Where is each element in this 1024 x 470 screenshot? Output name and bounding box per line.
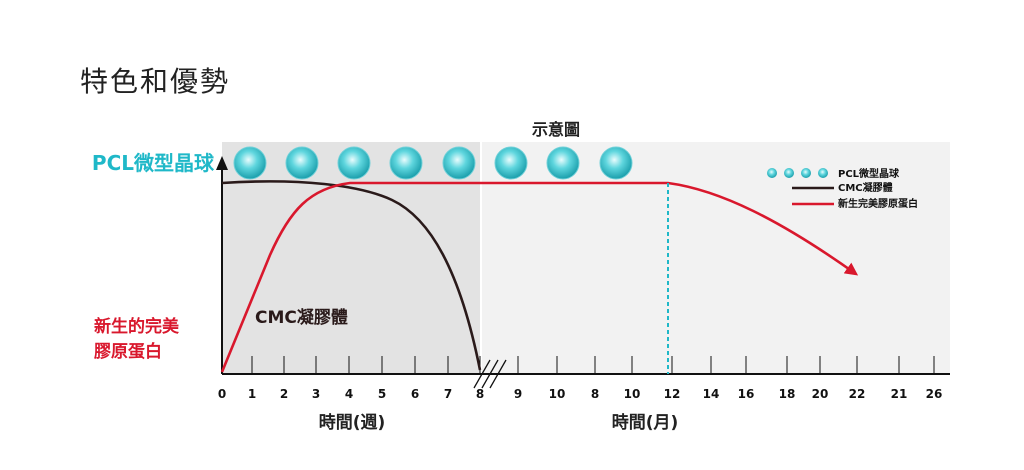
week-tick-label: 2 — [280, 387, 288, 401]
pcl-microspheres — [233, 146, 633, 180]
month-tick-label: 16 — [738, 387, 755, 401]
pcl-microsphere — [599, 146, 633, 180]
week-tick-label: 3 — [312, 387, 320, 401]
collagen-side-label-2: 膠原蛋白 — [94, 341, 162, 362]
cmc-curve-label: CMC凝膠體 — [255, 308, 348, 328]
month-tick-label: 9 — [514, 387, 522, 401]
month-tick-label: 10 — [549, 387, 566, 401]
weeks-axis-label: 時間(週) — [319, 412, 386, 433]
month-tick-label: 22 — [849, 387, 866, 401]
legend-collagen-label: 新生完美膠原蛋白 — [838, 197, 918, 210]
pcl-microsphere — [442, 146, 476, 180]
y-axis-arrow-icon — [216, 156, 228, 170]
axis-break-icon — [473, 359, 507, 389]
week-tick-label: 1 — [248, 387, 256, 401]
week-tick-label: 7 — [444, 387, 452, 401]
week-tick-label: 0 — [218, 387, 226, 401]
page-title: 特色和優勢 — [80, 65, 231, 98]
week-tick-label: 6 — [411, 387, 419, 401]
month-tick-label: 12 — [664, 387, 681, 401]
legend-cmc-label: CMC凝膠體 — [838, 181, 893, 194]
week-tick-label: 4 — [345, 387, 353, 401]
pcl-microsphere — [389, 146, 423, 180]
cmc-gel-curve — [221, 180, 482, 371]
months-axis-label: 時間(月) — [612, 412, 679, 433]
month-tick-label: 26 — [926, 387, 943, 401]
pcl-microsphere — [233, 146, 267, 180]
pcl-side-label: PCL微型晶球 — [92, 151, 215, 175]
legend-pcl-label: PCL微型晶球 — [838, 167, 900, 180]
month-tick-label: 8 — [591, 387, 599, 401]
month-tick-label: 10 — [624, 387, 641, 401]
pcl-microsphere — [546, 146, 580, 180]
pcl-microsphere — [494, 146, 528, 180]
month-tick-label: 21 — [891, 387, 908, 401]
week-tick-label: 8 — [476, 387, 484, 401]
week-tick-label: 5 — [378, 387, 386, 401]
legend: PCL微型晶球 CMC凝膠體 新生完美膠原蛋白 — [767, 167, 918, 210]
month-tick-label: 14 — [703, 387, 720, 401]
pcl-microsphere — [337, 146, 371, 180]
diagram-title: 示意圖 — [532, 120, 580, 139]
months-panel — [482, 142, 950, 374]
legend-sphere-icons — [767, 168, 828, 178]
collagen-side-label-1: 新生的完美 — [94, 316, 180, 337]
pcl-microsphere — [285, 146, 319, 180]
month-tick-label: 20 — [812, 387, 829, 401]
month-tick-label: 18 — [779, 387, 796, 401]
